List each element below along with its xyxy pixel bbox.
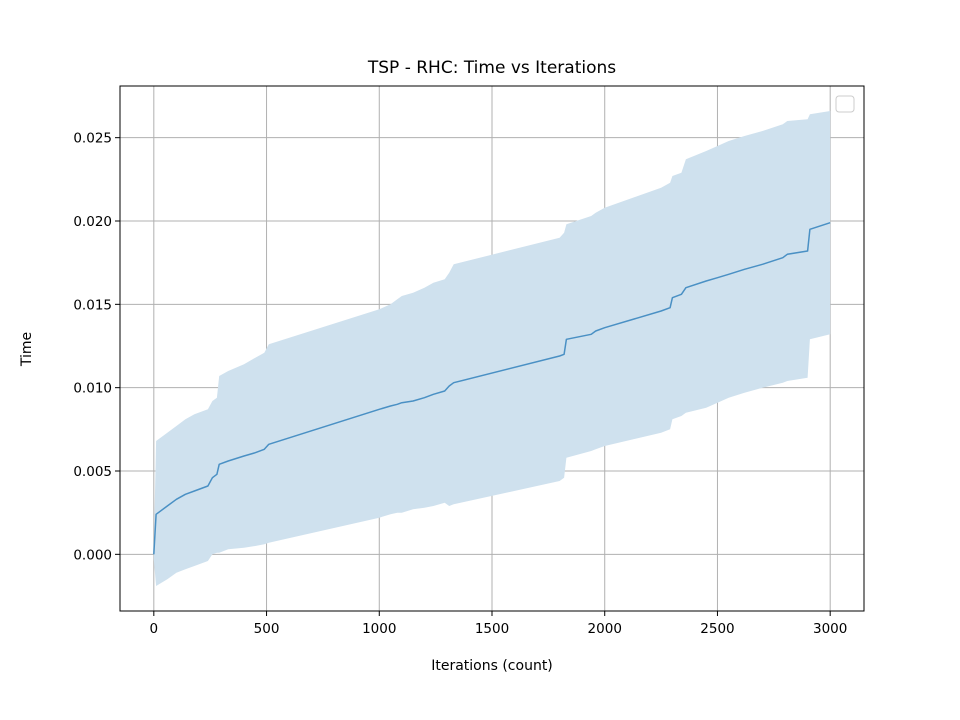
y-tick-label: 0.025 [73, 131, 112, 147]
x-tick-label: 2500 [700, 621, 734, 637]
y-tick-label: 0.000 [73, 547, 112, 563]
x-tick-label: 2000 [588, 621, 622, 637]
series-band [153, 111, 831, 586]
legend-box [835, 95, 855, 113]
x-axis-ticks: 0 500 1000 1500 2000 2500 3000 [150, 611, 847, 637]
x-tick-label: 1500 [475, 621, 509, 637]
x-tick-label: 1000 [362, 621, 396, 637]
x-tick-label: 3000 [813, 621, 847, 637]
series-line [153, 221, 831, 555]
chart-title: TSP - RHC: Time vs Iterations [367, 58, 616, 78]
confidence-band [153, 111, 831, 586]
y-tick-label: 0.010 [73, 381, 112, 397]
x-tick-label: 500 [254, 621, 280, 637]
y-tick-label: 0.015 [73, 297, 112, 313]
series-path [153, 221, 831, 555]
y-axis-ticks: 0.000 0.005 0.010 0.015 0.020 0.025 [73, 131, 120, 563]
y-axis-label: Time [19, 332, 35, 367]
x-tick-label: 0 [150, 621, 159, 637]
x-axis-label: Iterations (count) [431, 658, 553, 674]
y-tick-label: 0.020 [73, 214, 112, 230]
y-tick-label: 0.005 [73, 464, 112, 480]
